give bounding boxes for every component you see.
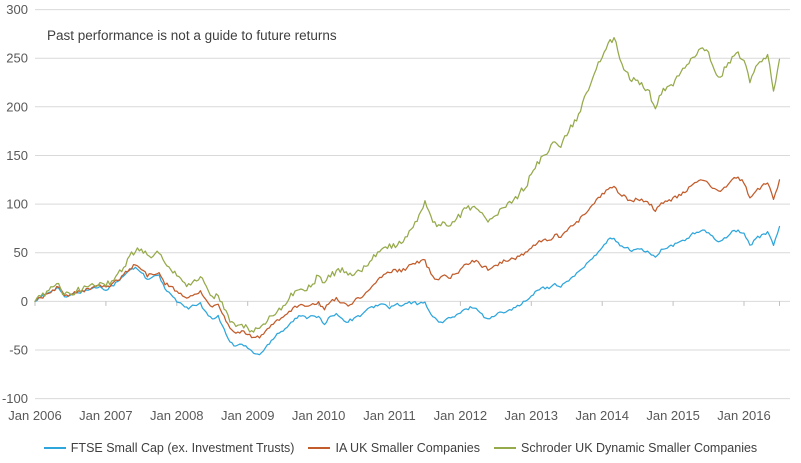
x-tick-label: Jan 2011: [363, 408, 416, 423]
legend-item-2: Schroder UK Dynamic Smaller Companies: [493, 441, 758, 455]
y-tick-label: 300: [6, 2, 28, 17]
legend-item-1: IA UK Smaller Companies: [308, 441, 480, 455]
y-tick-label: 50: [14, 245, 28, 260]
legend-label: FTSE Small Cap (ex. Investment Trusts): [70, 441, 295, 455]
y-tick-label: 100: [6, 197, 28, 212]
legend-item-0: FTSE Small Cap (ex. Investment Trusts): [43, 441, 295, 455]
series-line-1: [34, 176, 781, 339]
legend-label: IA UK Smaller Companies: [335, 441, 480, 455]
series-line-0: [34, 225, 781, 356]
legend-line-swatch: [308, 447, 331, 449]
y-axis-labels: 300 250 200 150 100 50 0 -50 -100: [2, 2, 28, 406]
x-tick-label: Jan 2016: [717, 408, 771, 423]
x-axis-labels: Jan 2006 Jan 2007 Jan 2008 Jan 2009 Jan 2010…: [8, 408, 771, 423]
y-tick-label: -100: [2, 391, 28, 406]
x-tick-label: Jan 2013: [505, 408, 559, 423]
past-performance-disclaimer: Past performance is not a guide to futur…: [47, 28, 337, 43]
x-tick-label: Jan 2010: [292, 408, 346, 423]
x-tick-label: Jan 2014: [575, 408, 629, 423]
x-tick-label: Jan 2012: [434, 408, 488, 423]
x-tick-label: Jan 2009: [221, 408, 275, 423]
y-tick-label: 150: [6, 148, 28, 163]
chart-legend: FTSE Small Cap (ex. Investment Trusts) IA…: [0, 438, 801, 458]
y-tick-label: -50: [9, 343, 28, 358]
x-tick-label: Jan 2008: [150, 408, 204, 423]
x-tick-label: Jan 2006: [8, 408, 62, 423]
y-tick-label: 0: [21, 294, 28, 309]
y-tick-label: 250: [6, 51, 28, 66]
legend-label: Schroder UK Dynamic Smaller Companies: [520, 441, 758, 455]
gridlines: [35, 9, 790, 400]
x-tick-label: Jan 2015: [646, 408, 700, 423]
legend-line-swatch: [493, 447, 516, 449]
y-tick-label: 200: [6, 99, 28, 114]
x-tick-label: Jan 2007: [79, 408, 133, 423]
legend-line-swatch: [43, 447, 66, 449]
series-line-2: [34, 36, 781, 333]
